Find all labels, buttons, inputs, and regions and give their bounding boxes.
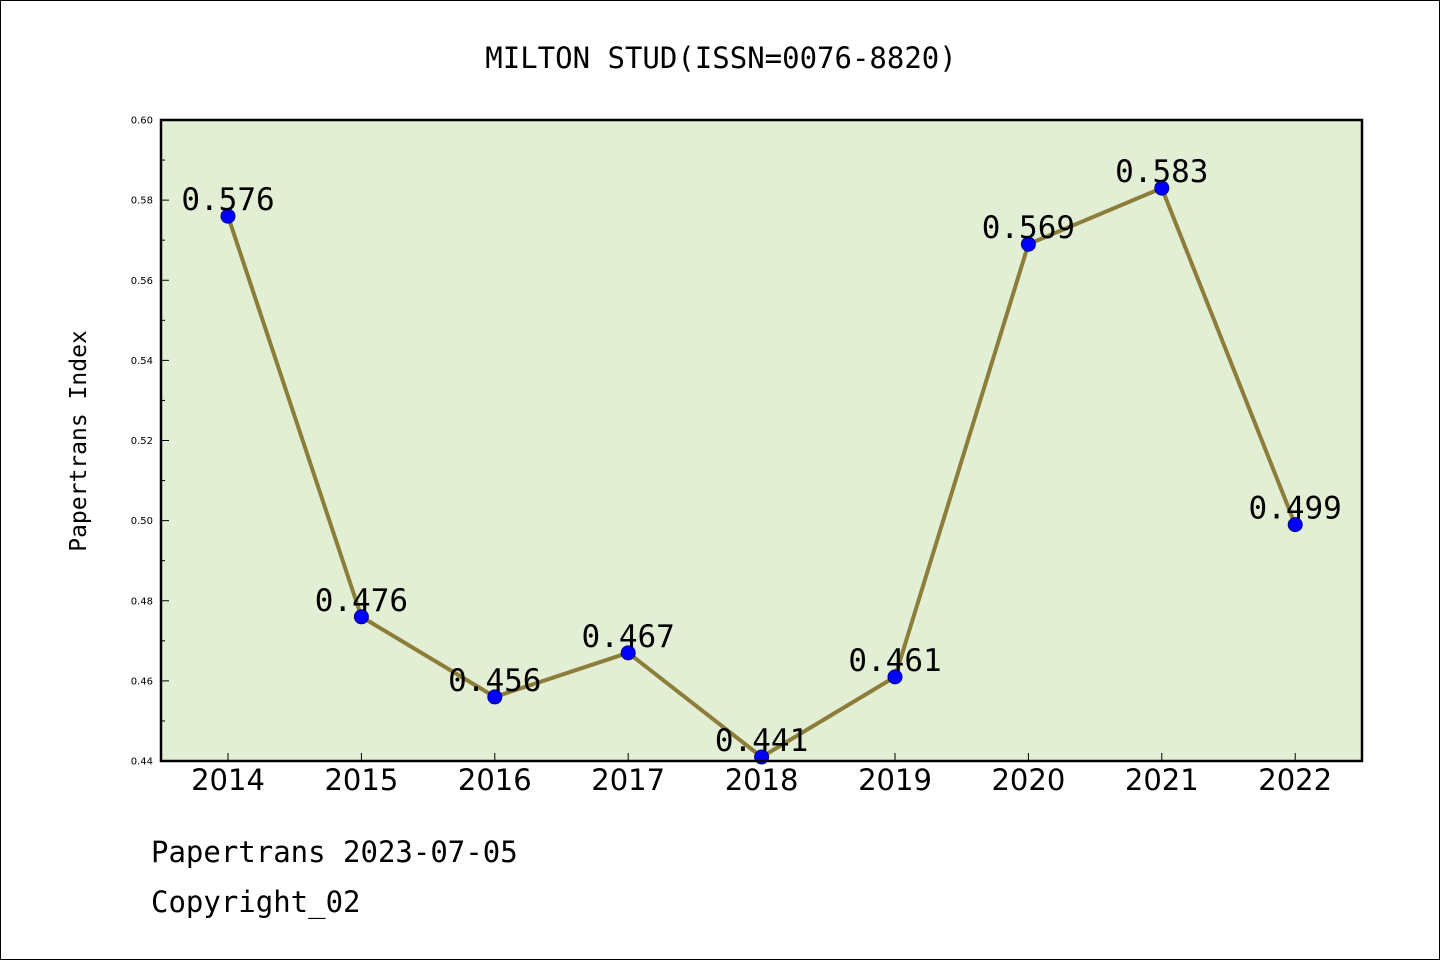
data-point [220,208,236,224]
y-tick-label: 0.54 [131,356,153,367]
plot-border [159,118,1364,763]
data-label: 0.456 [448,663,541,699]
data-point [487,689,503,705]
x-tick-label: 2018 [725,763,799,797]
data-point [887,669,903,685]
data-label: 0.499 [1249,491,1342,527]
y-tick-label: 0.50 [131,516,153,527]
x-tick-label: 2017 [591,763,665,797]
data-label: 0.441 [715,723,808,759]
data-label: 0.461 [848,643,941,679]
footer-copyright: Copyright_02 [151,885,361,919]
data-point [1020,236,1036,252]
x-tick-label: 2015 [324,763,398,797]
data-point [1154,180,1170,196]
x-tick-label: 2022 [1258,763,1332,797]
y-tick-label: 0.46 [131,676,153,687]
data-point [353,609,369,625]
x-tick-label: 2021 [1125,763,1199,797]
data-label: 0.467 [582,619,675,655]
y-tick-label: 0.58 [131,196,153,207]
plot-area [161,120,1362,761]
y-tick-label: 0.52 [131,436,153,447]
chart-title: MILTON STUD(ISSN=0076-8820) [485,41,956,75]
y-tick-label: 0.48 [131,596,153,607]
y-tick-label: 0.56 [131,276,153,287]
data-label: 0.576 [181,182,274,218]
y-tick-label: 0.60 [131,116,153,127]
x-tick-label: 2014 [191,763,265,797]
data-label: 0.583 [1115,154,1208,190]
y-tick-label: 0.44 [131,757,153,768]
data-point [620,645,636,661]
x-tick-label: 2016 [458,763,532,797]
x-tick-label: 2019 [858,763,932,797]
x-tick-label: 2020 [991,763,1065,797]
footer-source: Papertrans 2023-07-05 [151,835,518,869]
data-label: 0.569 [982,210,1075,246]
data-label: 0.476 [315,583,408,619]
data-point [1287,517,1303,533]
y-axis-label: Papertrans Index [66,330,92,552]
